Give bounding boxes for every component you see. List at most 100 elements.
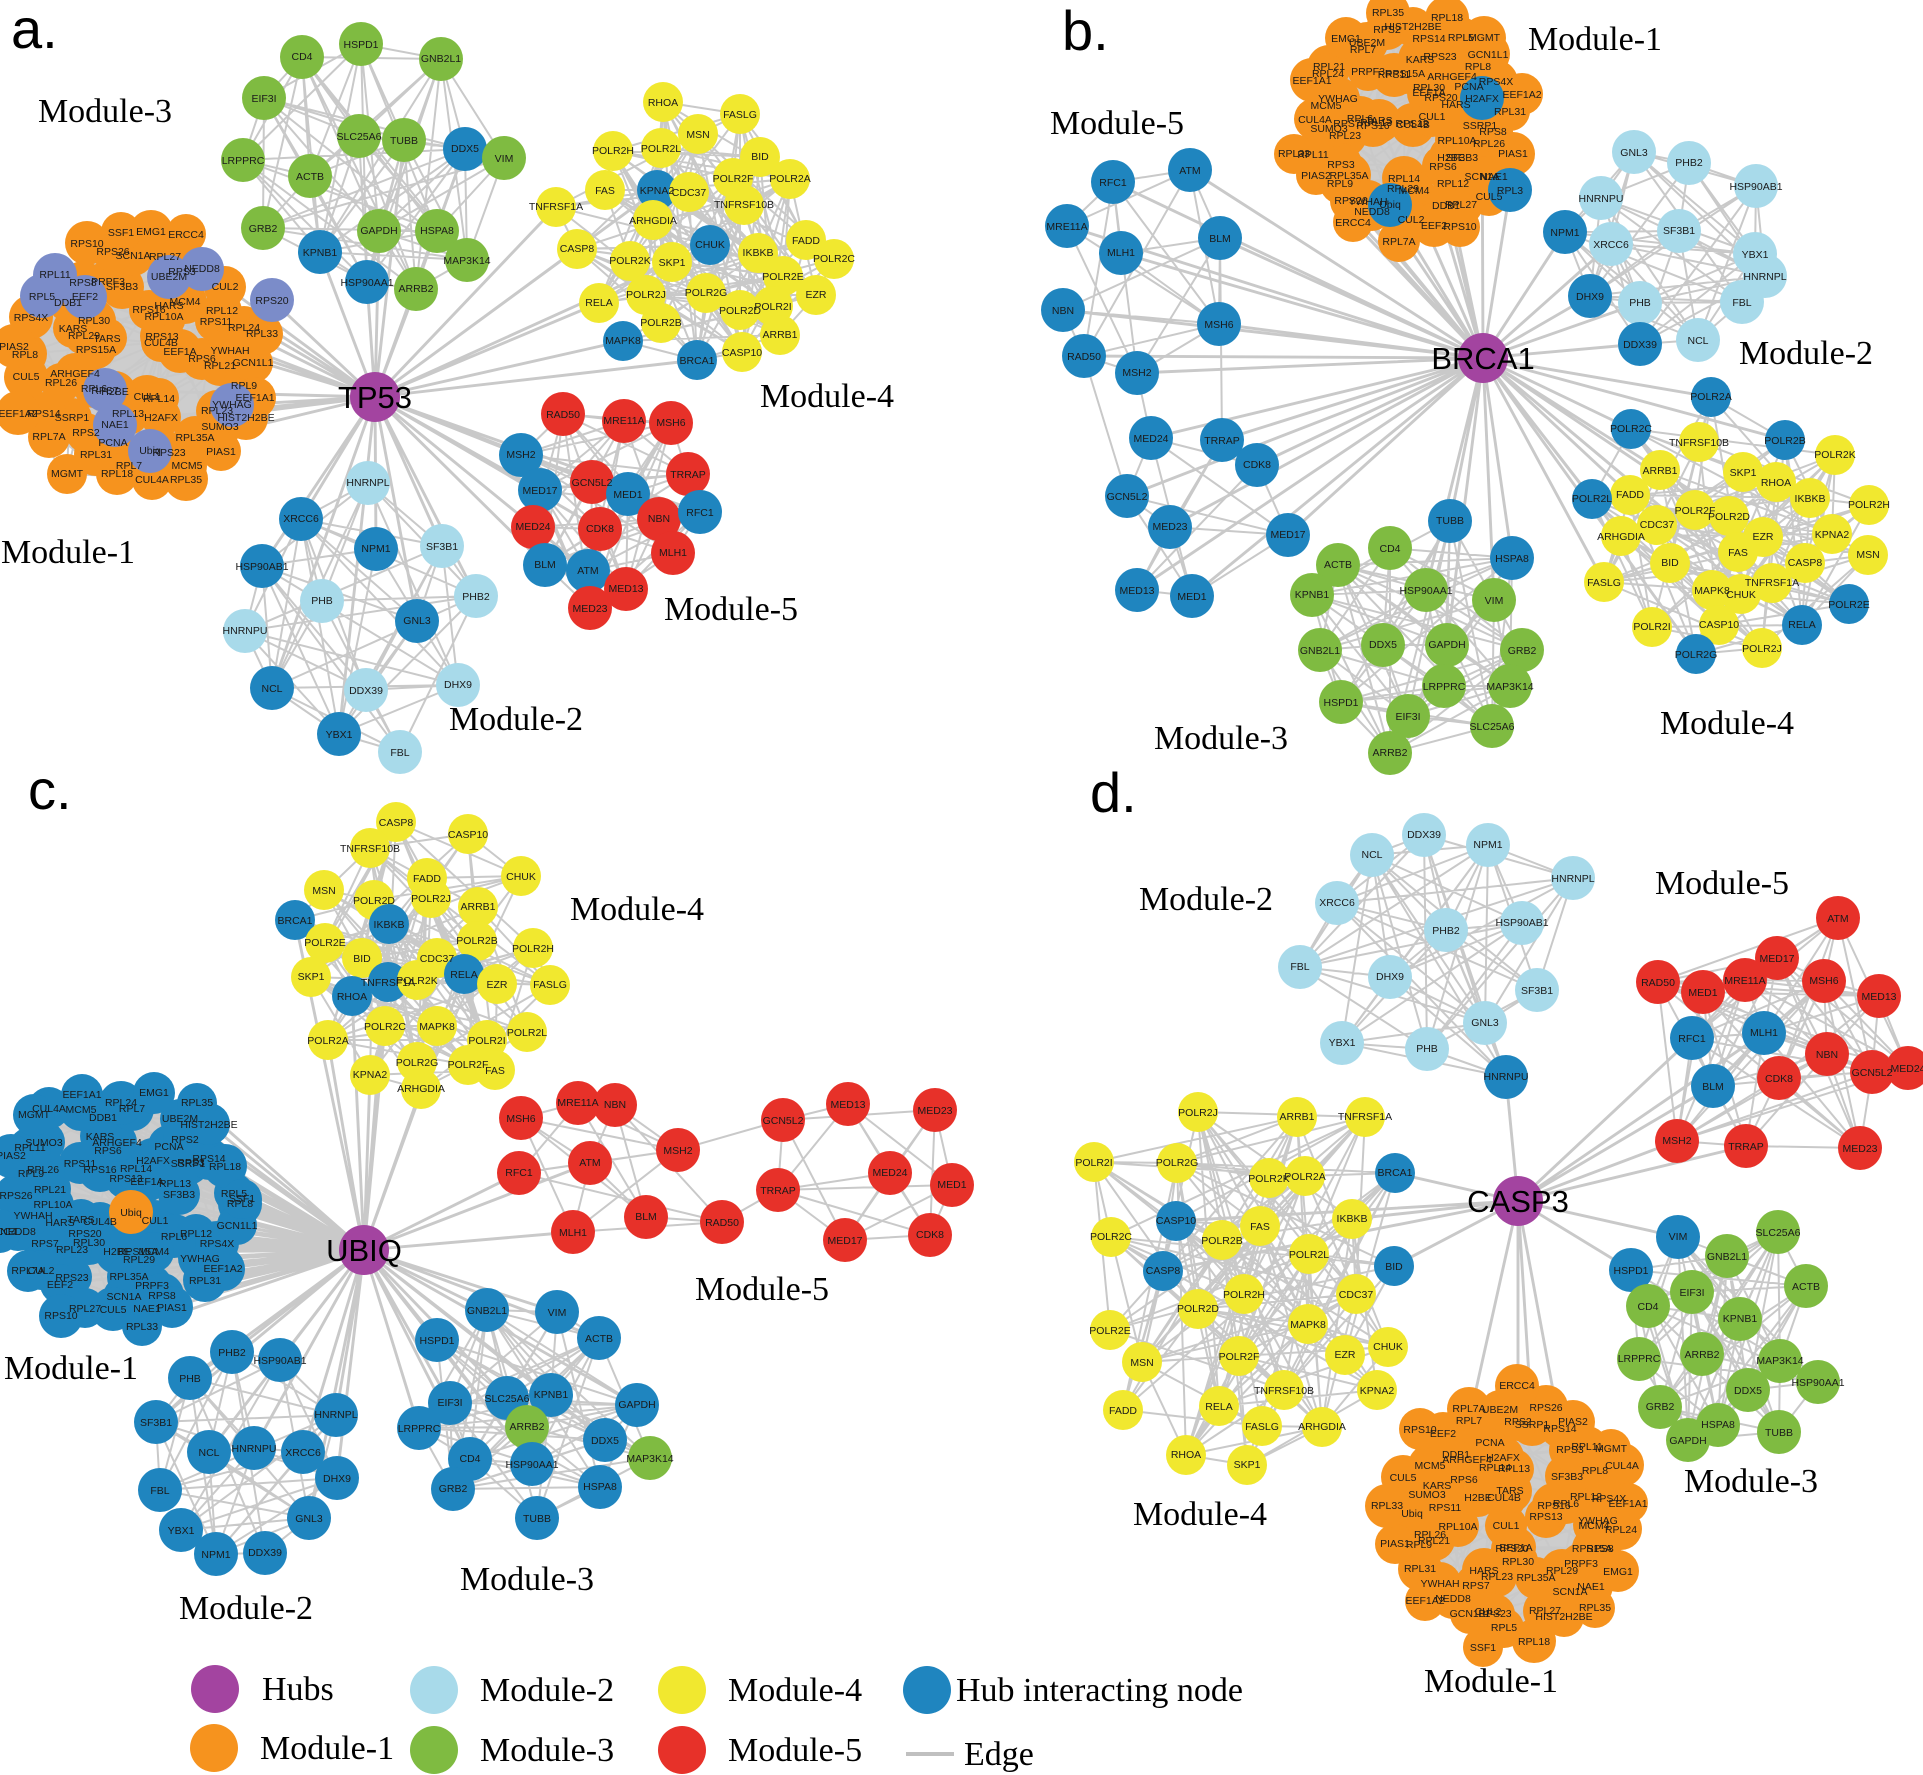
svg-text:SF3B1: SF3B1: [1663, 225, 1695, 237]
svg-text:CASP8: CASP8: [1788, 557, 1823, 569]
svg-text:RPS13: RPS13: [145, 331, 178, 343]
svg-text:RPL7A: RPL7A: [32, 431, 65, 443]
svg-text:RPL35: RPL35: [1372, 7, 1404, 19]
svg-text:POLR2G: POLR2G: [685, 287, 728, 299]
svg-text:GCN1L1: GCN1L1: [1450, 1608, 1491, 1620]
svg-text:RPL18: RPL18: [1518, 1636, 1550, 1648]
svg-text:YWHAH: YWHAH: [210, 345, 249, 357]
svg-text:EIF3I: EIF3I: [1679, 1287, 1704, 1299]
svg-text:SUMO3: SUMO3: [1310, 123, 1348, 135]
svg-text:RPL23: RPL23: [1481, 1571, 1513, 1583]
svg-text:RPL31: RPL31: [1404, 1563, 1436, 1575]
svg-text:POLR2I: POLR2I: [1633, 621, 1670, 633]
svg-text:RPS6: RPS6: [188, 353, 216, 365]
svg-text:PIAS2: PIAS2: [0, 341, 29, 353]
svg-text:EEF1A1: EEF1A1: [62, 1089, 101, 1101]
svg-text:RPL27: RPL27: [1529, 1605, 1561, 1617]
svg-text:SKP1: SKP1: [298, 971, 325, 983]
svg-text:DDX39: DDX39: [1623, 339, 1657, 351]
svg-text:RPL8: RPL8: [12, 349, 38, 361]
svg-text:EZR: EZR: [806, 289, 827, 301]
svg-text:DHX9: DHX9: [1576, 291, 1604, 303]
svg-text:POLR2I: POLR2I: [1075, 1157, 1112, 1169]
svg-text:ARRB2: ARRB2: [398, 283, 433, 295]
svg-text:RPS10: RPS10: [44, 1310, 77, 1322]
svg-text:FADD: FADD: [1109, 1405, 1137, 1417]
svg-text:MAPK8: MAPK8: [419, 1021, 455, 1033]
svg-text:RPS2: RPS2: [171, 1134, 199, 1146]
svg-text:MSH6: MSH6: [506, 1113, 535, 1125]
svg-text:RPS8: RPS8: [148, 1290, 176, 1302]
svg-text:MED1: MED1: [1177, 591, 1206, 603]
svg-text:MED24: MED24: [1890, 1063, 1923, 1075]
svg-text:RPL7: RPL7: [119, 1103, 145, 1115]
svg-text:POLR2G: POLR2G: [396, 1057, 439, 1069]
svg-text:SUMO3: SUMO3: [1408, 1489, 1446, 1501]
svg-text:RPS13: RPS13: [1395, 118, 1428, 130]
svg-text:RPS3: RPS3: [1327, 159, 1355, 171]
svg-text:KARS: KARS: [86, 1131, 115, 1143]
svg-text:ARRB2: ARRB2: [1372, 747, 1407, 759]
svg-text:FASLG: FASLG: [1587, 577, 1621, 589]
svg-text:POLR2B: POLR2B: [640, 317, 681, 329]
svg-text:NEDD8: NEDD8: [1354, 206, 1390, 218]
svg-text:RPS4X: RPS4X: [14, 312, 48, 324]
svg-text:CDK8: CDK8: [916, 1229, 944, 1241]
svg-text:GRB2: GRB2: [439, 1483, 468, 1495]
svg-text:XRCC6: XRCC6: [1593, 239, 1629, 251]
svg-text:RPL27: RPL27: [1445, 199, 1477, 211]
svg-text:RPL13: RPL13: [112, 408, 144, 420]
svg-text:MED1: MED1: [937, 1179, 966, 1191]
svg-text:CUL1: CUL1: [1493, 1520, 1520, 1532]
svg-text:HNRNPU: HNRNPU: [232, 1443, 277, 1455]
svg-text:POLR2J: POLR2J: [411, 893, 451, 905]
svg-text:HSPA8: HSPA8: [1495, 553, 1529, 565]
svg-text:CUL2: CUL2: [1398, 214, 1425, 226]
svg-text:VIM: VIM: [1485, 595, 1504, 607]
svg-text:Module-2: Module-2: [1139, 881, 1273, 918]
svg-text:TNFRSF10B: TNFRSF10B: [714, 199, 774, 211]
svg-text:RPS3: RPS3: [177, 1157, 205, 1169]
svg-text:ARHGDIA: ARHGDIA: [397, 1083, 445, 1095]
svg-text:RPS23: RPS23: [1478, 1608, 1511, 1620]
svg-text:POLR2H: POLR2H: [1223, 1289, 1265, 1301]
svg-text:BID: BID: [1385, 1261, 1403, 1273]
svg-text:MED24: MED24: [872, 1167, 907, 1179]
svg-text:POLR2C: POLR2C: [364, 1021, 406, 1033]
svg-text:RPS2: RPS2: [1373, 24, 1401, 36]
svg-text:SUMO3: SUMO3: [201, 421, 239, 433]
svg-text:POLR2K: POLR2K: [609, 255, 650, 267]
svg-text:Edge: Edge: [964, 1736, 1034, 1773]
svg-text:CUL2: CUL2: [28, 1265, 55, 1277]
svg-text:HIST2H2BE: HIST2H2BE: [180, 1119, 237, 1131]
svg-text:FAS: FAS: [1250, 1221, 1270, 1233]
svg-text:ARHGEF4: ARHGEF4: [1442, 1454, 1492, 1466]
svg-text:CASP10: CASP10: [1156, 1215, 1196, 1227]
svg-text:HSPD1: HSPD1: [419, 1335, 454, 1347]
svg-text:MAPK8: MAPK8: [1290, 1319, 1326, 1331]
svg-text:LRPPRC: LRPPRC: [1423, 681, 1466, 693]
svg-text:POLR2J: POLR2J: [626, 289, 666, 301]
svg-text:DDX39: DDX39: [349, 685, 383, 697]
svg-text:HNRNPU: HNRNPU: [1484, 1071, 1529, 1083]
svg-text:SLC25A6: SLC25A6: [337, 131, 382, 143]
svg-text:MRE11A: MRE11A: [557, 1097, 598, 1109]
svg-text:BID: BID: [751, 151, 769, 163]
svg-text:CDK8: CDK8: [1243, 459, 1271, 471]
svg-text:RPL12: RPL12: [1437, 178, 1469, 190]
svg-text:HSP90AA1: HSP90AA1: [1791, 1377, 1844, 1389]
svg-text:TRRAP: TRRAP: [670, 469, 706, 481]
svg-text:RPS4X: RPS4X: [1479, 76, 1513, 88]
svg-text:SSRP1: SSRP1: [55, 412, 90, 424]
svg-text:CUL4A: CUL4A: [135, 474, 169, 486]
svg-text:RFC1: RFC1: [505, 1167, 533, 1179]
svg-text:POLR2G: POLR2G: [1156, 1157, 1199, 1169]
svg-text:MRE11A: MRE11A: [1046, 221, 1087, 233]
svg-text:MSN: MSN: [312, 885, 335, 897]
svg-text:ATM: ATM: [579, 1157, 600, 1169]
svg-text:RPL10A: RPL10A: [144, 311, 183, 323]
svg-text:NAE1: NAE1: [1577, 1581, 1605, 1593]
svg-text:RFC1: RFC1: [686, 507, 714, 519]
svg-text:Hub interacting node: Hub interacting node: [956, 1672, 1243, 1709]
svg-text:Module-4: Module-4: [728, 1672, 862, 1709]
